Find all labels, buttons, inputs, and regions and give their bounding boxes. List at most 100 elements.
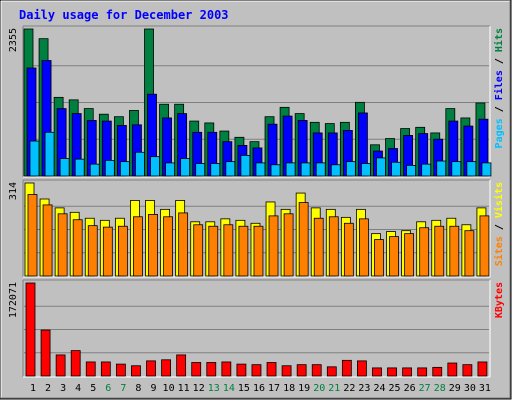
x-tick-label: 18 (283, 383, 295, 394)
bar-pages-day-12 (195, 163, 206, 177)
legend-part: Sites (493, 236, 505, 266)
bar-kbytes-day-18 (281, 365, 292, 377)
bar-kbytes-day-28 (432, 366, 443, 377)
bar-kbytes-day-1 (25, 282, 36, 377)
bar-pages-day-15 (240, 155, 251, 177)
bar-sites-day-24 (374, 239, 384, 277)
bar-sites-day-29 (449, 225, 460, 277)
bar-sites-day-23 (359, 218, 369, 277)
bar-sites-day-14 (223, 224, 234, 277)
bar-sites-day-11 (178, 212, 189, 277)
bar-sites-day-20 (313, 217, 324, 277)
bar-pages-day-9 (150, 156, 160, 177)
legend-part: Visits (493, 182, 505, 218)
bar-pages-day-31 (481, 162, 492, 177)
bar-sites-day-3 (57, 213, 68, 277)
bar-kbytes-day-2 (40, 329, 51, 377)
bar-kbytes-day-4 (70, 350, 81, 377)
bar-pages-day-20 (315, 162, 326, 177)
x-tick-label: 19 (298, 383, 310, 394)
x-tick-label: 15 (238, 383, 250, 394)
x-tick-label: 9 (151, 383, 157, 394)
x-tick-label: 2 (45, 383, 51, 394)
bar-sites-day-9 (148, 213, 158, 277)
x-tick-label: 20 (313, 383, 325, 394)
panel-hits-files-pages: 2355 Pages / Files / Hits (8, 25, 505, 178)
bar-kbytes-day-26 (402, 367, 413, 377)
bar-pages-day-8 (135, 151, 145, 177)
legend-part: / (494, 100, 505, 118)
bar-kbytes-day-15 (236, 363, 247, 377)
bar-pages-day-11 (180, 158, 191, 177)
bar-sites-day-31 (479, 215, 490, 277)
series-legend: KBytes (494, 282, 505, 318)
bar-kbytes-day-19 (296, 364, 307, 377)
bar-sites-day-8 (133, 216, 143, 277)
bar-kbytes-day-7 (115, 363, 126, 377)
x-tick-label: 10 (163, 383, 175, 394)
x-tick-label: 29 (449, 383, 461, 394)
bar-pages-day-5 (89, 163, 100, 177)
plot-area (23, 280, 490, 377)
bar-sites-day-25 (389, 236, 399, 277)
x-tick-label: 26 (404, 383, 416, 394)
legend-part: Hits (493, 28, 505, 52)
bar-pages-day-18 (285, 162, 296, 177)
bar-sites-day-7 (117, 225, 128, 277)
bar-kbytes-day-11 (176, 354, 187, 377)
x-tick-label: 24 (373, 383, 385, 394)
bar-sites-day-17 (268, 215, 279, 277)
bar-sites-day-2 (42, 204, 53, 277)
bar-pages-day-22 (345, 161, 356, 177)
x-tick-label: 31 (479, 383, 491, 394)
bar-sites-day-21 (328, 216, 339, 277)
x-tick-label: 8 (135, 383, 141, 394)
bar-sites-day-28 (434, 225, 445, 277)
bar-kbytes-day-22 (341, 359, 352, 377)
bar-sites-day-5 (87, 225, 98, 277)
bar-sites-day-18 (283, 213, 294, 277)
bar-pages-day-13 (210, 163, 221, 177)
bar-sites-day-22 (343, 222, 354, 277)
x-tick-label: 30 (464, 383, 476, 394)
bar-kbytes-day-30 (462, 364, 473, 377)
x-tick-label: 11 (178, 383, 190, 394)
bar-sites-day-4 (72, 219, 83, 277)
bar-sites-day-19 (298, 202, 309, 277)
panel-visits-sites: 314 Sites / Visits (8, 179, 505, 278)
bar-pages-day-4 (74, 158, 85, 177)
x-tick-label: 13 (208, 383, 220, 394)
bar-pages-day-24 (376, 157, 386, 177)
bar-kbytes-day-6 (100, 361, 111, 377)
bar-kbytes-day-12 (191, 362, 202, 377)
bar-pages-day-6 (104, 159, 115, 177)
x-axis-labels: 1 2 3 4 5 6 7 8 9 10 11 12 13 14 15 16 17 18 19 20 21 22 23 24 2… (30, 383, 491, 394)
x-tick-label: 21 (328, 383, 340, 394)
bar-pages-day-19 (300, 162, 311, 177)
y-max-label: 314 (8, 182, 19, 200)
bar-kbytes-day-14 (221, 361, 232, 377)
bar-kbytes-day-8 (131, 365, 141, 377)
chart-title: Daily usage for December 2003 (19, 8, 229, 22)
bar-pages-day-28 (436, 160, 447, 177)
bar-pages-day-27 (421, 163, 432, 177)
x-tick-label: 14 (223, 383, 235, 394)
bar-kbytes-day-10 (161, 359, 171, 377)
bar-kbytes-day-16 (251, 364, 262, 377)
x-tick-label: 4 (75, 383, 81, 394)
x-tick-label: 3 (60, 383, 66, 394)
bar-sites-day-12 (193, 224, 204, 277)
bar-pages-day-29 (451, 161, 462, 177)
series-legend: Pages / Files / Hits (493, 28, 505, 148)
x-tick-label: 27 (419, 383, 431, 394)
bar-sites-day-15 (238, 225, 249, 277)
legend-part: / (494, 52, 505, 70)
bar-kbytes-day-13 (206, 362, 217, 377)
bar-kbytes-day-31 (477, 361, 488, 377)
bar-sites-day-16 (253, 225, 264, 277)
x-tick-label: 7 (120, 383, 126, 394)
panel-kbytes: 172071 KBytes (8, 279, 505, 378)
legend-part: KBytes (494, 282, 505, 318)
